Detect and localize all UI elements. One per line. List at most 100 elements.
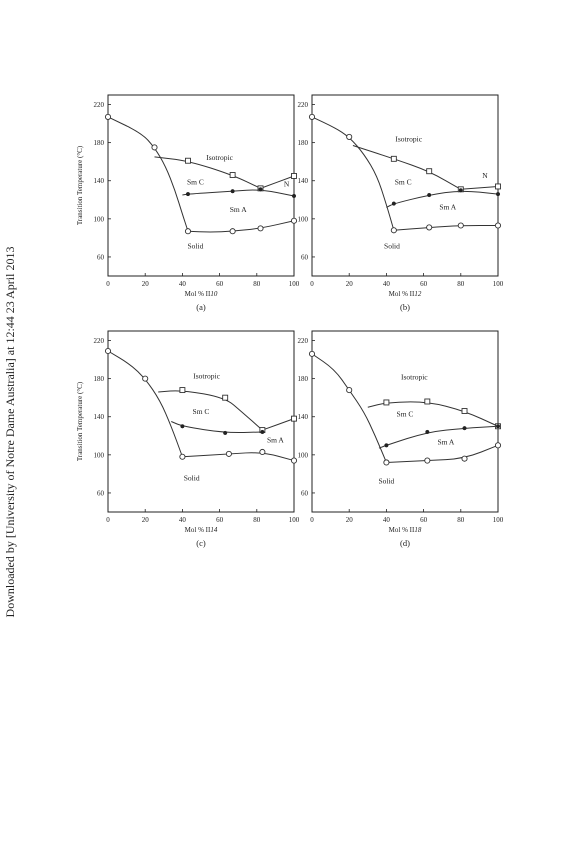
x-axis-title-main: Mol % II [389, 290, 415, 298]
y-tick-label: 60 [97, 489, 105, 497]
phase-label: Solid [187, 241, 203, 250]
phase-boundary-curve [182, 452, 295, 462]
data-point-open-circle [179, 453, 186, 460]
phase-label: Solid [184, 474, 200, 483]
x-tick-label: 40 [179, 280, 187, 288]
data-point-open-circle [229, 228, 236, 235]
phase-label: Isotropic [206, 153, 233, 162]
y-tick-label: 220 [94, 337, 105, 345]
phase-label: N [482, 171, 488, 180]
phase-boundary-curve [171, 421, 263, 434]
y-tick-label: 180 [94, 375, 105, 383]
data-point-open-square [185, 157, 191, 164]
phase-boundary-curve [378, 425, 499, 449]
phase-label: Sm A [230, 205, 247, 214]
data-point-open-circle [184, 228, 192, 235]
x-axis-title-suffix: 12 [414, 290, 422, 298]
data-point-filled [230, 189, 235, 194]
x-tick-label: 20 [346, 516, 354, 524]
y-tick-label: 100 [298, 215, 309, 223]
y-tick-label: 60 [301, 253, 309, 261]
y-tick-label: 220 [94, 101, 105, 109]
x-tick-label: 60 [216, 280, 224, 288]
phase-label: Sm C [187, 178, 204, 187]
y-tick-label: 220 [298, 337, 309, 345]
y-tick-label: 100 [298, 451, 309, 459]
chart-panel-1: 0 20 40 60 80 100 60 100 140 180 220 Mol % II12 (b) I… [298, 94, 504, 312]
x-tick-label: 20 [346, 280, 354, 288]
data-point-filled [260, 429, 265, 435]
phase-label: Isotropic [401, 373, 428, 382]
y-tick-label: 140 [298, 413, 309, 421]
phase-boundary-curve [311, 116, 395, 231]
x-axis-title-suffix: 14 [210, 526, 218, 534]
x-tick-label: 0 [106, 516, 110, 524]
panel-label: (b) [400, 302, 410, 312]
y-tick-label: 100 [94, 215, 105, 223]
x-tick-label: 20 [142, 516, 150, 524]
x-axis-title: Mol % II12 [389, 290, 422, 298]
x-tick-label: 0 [310, 280, 314, 288]
data-point-open-circle [346, 387, 353, 394]
x-axis-title-suffix: 18 [414, 526, 422, 534]
phase-label: Sm A [437, 437, 454, 446]
data-point-open-square [222, 394, 229, 401]
data-point-open-square [461, 408, 468, 414]
data-point-open-circle [225, 450, 232, 457]
x-tick-label: 80 [253, 280, 261, 288]
x-tick-label: 80 [457, 516, 465, 524]
y-tick-label: 140 [298, 177, 309, 185]
panel-label: (c) [196, 538, 206, 548]
data-point-open-circle [104, 347, 112, 355]
data-point-open-circle [383, 459, 390, 466]
x-tick-label: 0 [106, 280, 110, 288]
data-point-filled [425, 429, 430, 435]
data-point-open-circle [151, 144, 158, 151]
x-axis-title-main: Mol % II [185, 290, 211, 298]
phase-boundary-curve [107, 116, 189, 232]
phase-boundary-curve [311, 353, 387, 463]
x-tick-label: 100 [289, 516, 300, 524]
data-point-open-circle [259, 448, 266, 456]
y-tick-label: 140 [94, 413, 105, 421]
phase-boundary-curve [107, 350, 183, 457]
y-tick-label: 140 [94, 177, 105, 185]
x-axis-title: Mol % II14 [185, 526, 218, 534]
data-point-open-square [426, 168, 433, 175]
phase-boundary-curve [367, 401, 499, 427]
data-point-open-square [495, 183, 501, 190]
panel-label: (a) [196, 302, 206, 312]
data-point-filled [391, 201, 396, 206]
data-point-open-circle [257, 225, 264, 232]
data-point-open-circle [104, 113, 112, 120]
phase-label: Isotropic [395, 135, 422, 144]
data-point-filled [495, 424, 501, 429]
data-point-open-circle [142, 375, 149, 382]
chart-panel-3: 0 20 40 60 80 100 60 100 140 180 220 Mol % II18 (d) I… [298, 330, 504, 548]
phase-label: Sm A [439, 202, 456, 211]
y-axis-title: Transition Temperature (°C) [76, 145, 84, 225]
data-point-open-square [179, 387, 186, 394]
data-point-open-circle [461, 455, 468, 462]
data-point-open-square [229, 172, 236, 178]
data-point-open-circle [346, 133, 353, 140]
y-tick-label: 180 [298, 375, 309, 383]
data-point-open-circle [290, 217, 298, 224]
plot-frame [107, 330, 295, 513]
data-point-open-circle [308, 113, 316, 120]
y-tick-label: 60 [301, 489, 309, 497]
data-point-filled [495, 192, 501, 197]
y-tick-label: 100 [94, 451, 105, 459]
data-point-open-square [390, 155, 397, 162]
phase-boundary-curve [262, 418, 295, 431]
data-point-open-circle [494, 442, 502, 449]
x-axis-title: Mol % II18 [389, 526, 422, 534]
x-tick-label: 100 [289, 280, 300, 288]
data-point-open-square [291, 415, 297, 422]
plot-frame [311, 330, 499, 513]
data-point-open-square [291, 173, 297, 179]
phase-label: Sm C [193, 407, 210, 416]
x-axis-title: Mol % II10 [185, 290, 218, 298]
x-tick-label: 40 [383, 516, 391, 524]
